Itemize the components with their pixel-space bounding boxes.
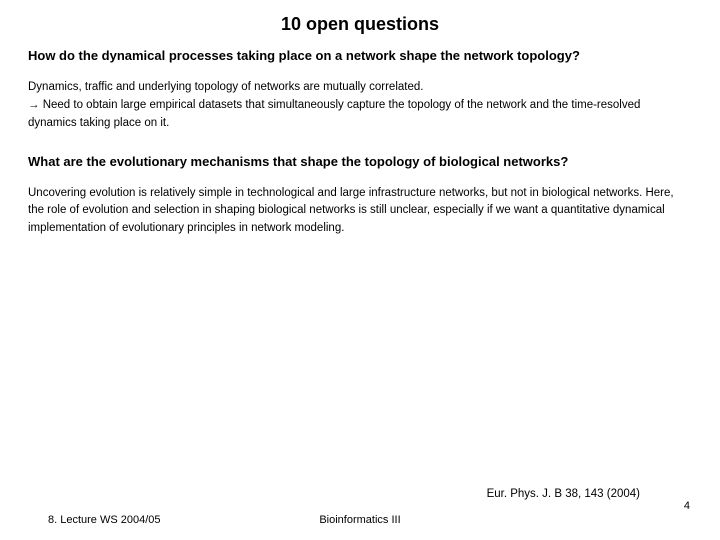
footer-page-number: 4: [684, 500, 690, 512]
body-2: Uncovering evolution is relatively simpl…: [28, 185, 692, 238]
footer-course: Bioinformatics III: [319, 514, 400, 526]
footer-lecture: 8. Lecture WS 2004/05: [48, 514, 161, 526]
body-1: Dynamics, traffic and underlying topolog…: [28, 79, 692, 132]
question-1: How do the dynamical processes taking pl…: [28, 45, 692, 67]
citation: Eur. Phys. J. B 38, 143 (2004): [487, 488, 640, 500]
question-2: What are the evolutionary mechanisms tha…: [28, 151, 692, 173]
slide-title: 10 open questions: [28, 14, 692, 35]
slide-container: 10 open questions How do the dynamical p…: [0, 0, 720, 540]
